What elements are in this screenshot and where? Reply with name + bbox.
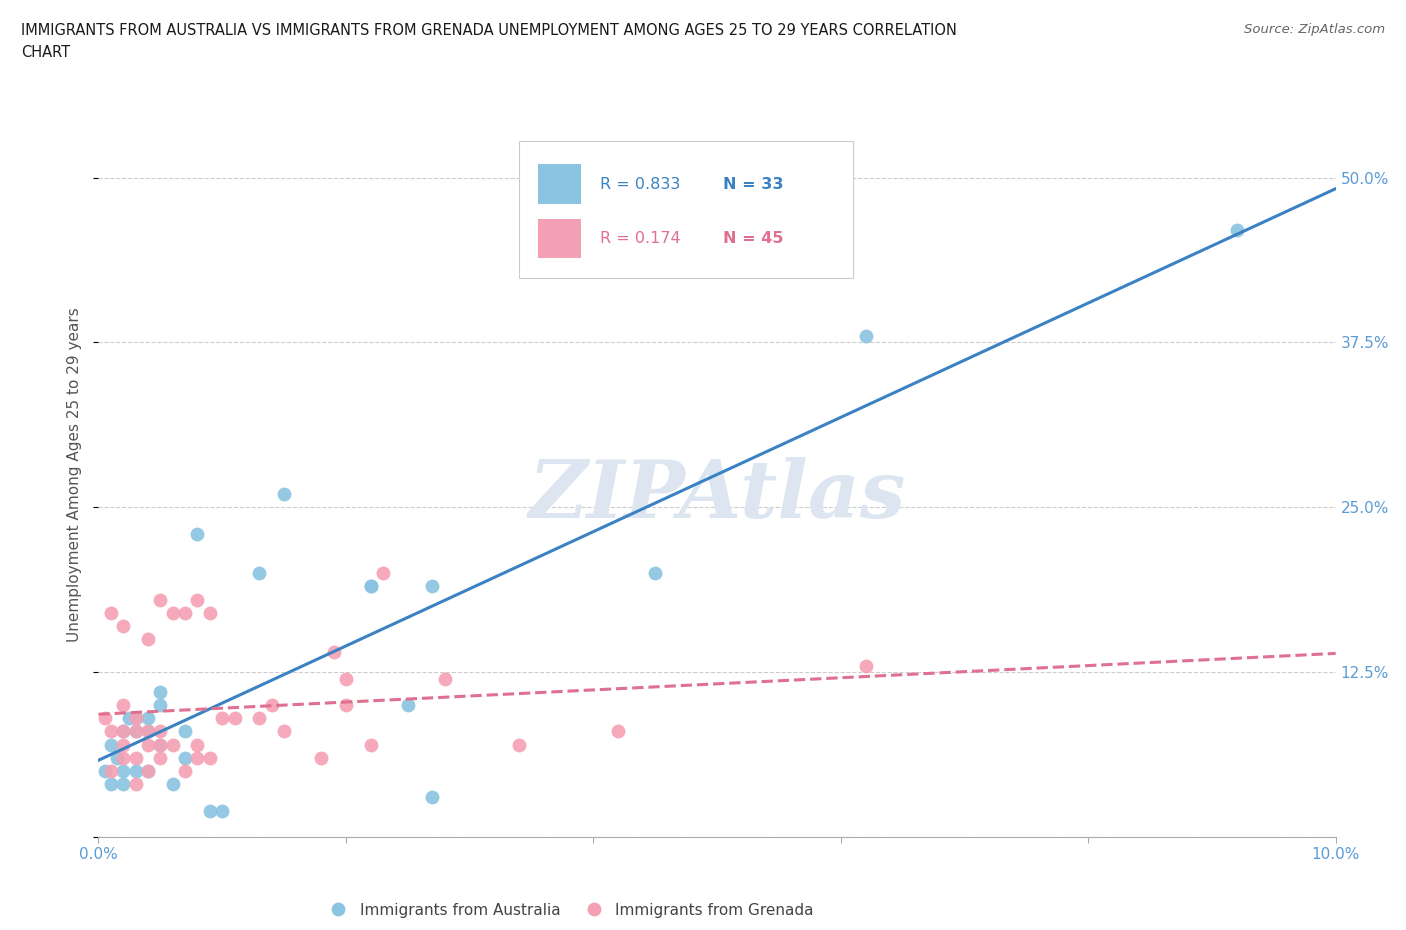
Point — [273, 486, 295, 501]
Point — [371, 565, 394, 580]
Point — [124, 724, 146, 739]
Point — [124, 711, 146, 725]
Point — [855, 658, 877, 673]
Point — [112, 724, 135, 739]
Text: N = 33: N = 33 — [723, 177, 783, 192]
Point — [136, 764, 159, 778]
Point — [247, 565, 270, 580]
Point — [247, 711, 270, 725]
Point — [644, 565, 666, 580]
Point — [93, 711, 115, 725]
Point — [136, 631, 159, 646]
Bar — [537, 219, 581, 259]
Point — [1226, 223, 1249, 238]
Point — [607, 724, 630, 739]
Point — [149, 751, 172, 765]
Point — [136, 724, 159, 739]
Point — [149, 737, 172, 752]
Point — [124, 764, 146, 778]
Point — [198, 804, 221, 818]
Point — [112, 764, 135, 778]
Point — [100, 605, 122, 620]
Point — [149, 724, 172, 739]
Point — [508, 737, 530, 752]
Point — [186, 737, 208, 752]
Point — [93, 764, 115, 778]
Point — [211, 804, 233, 818]
Point — [112, 724, 135, 739]
Text: CHART: CHART — [21, 45, 70, 60]
Point — [360, 579, 382, 594]
Point — [309, 751, 332, 765]
Point — [112, 618, 135, 633]
Text: N = 45: N = 45 — [723, 231, 783, 246]
Point — [335, 671, 357, 686]
Point — [422, 790, 444, 804]
Point — [211, 711, 233, 725]
Point — [335, 698, 357, 712]
Point — [260, 698, 283, 712]
Point — [100, 737, 122, 752]
Point — [105, 751, 128, 765]
Point — [174, 724, 197, 739]
Point — [124, 711, 146, 725]
Text: ZIPAtlas: ZIPAtlas — [529, 458, 905, 535]
Point — [112, 737, 135, 752]
Point — [224, 711, 246, 725]
Y-axis label: Unemployment Among Ages 25 to 29 years: Unemployment Among Ages 25 to 29 years — [67, 307, 83, 642]
Point — [198, 605, 221, 620]
Point — [149, 592, 172, 607]
Point — [360, 579, 382, 594]
Point — [174, 605, 197, 620]
Point — [112, 751, 135, 765]
Point — [149, 698, 172, 712]
Point — [149, 737, 172, 752]
Point — [198, 751, 221, 765]
Point — [360, 737, 382, 752]
Point — [100, 764, 122, 778]
Point — [100, 777, 122, 791]
Point — [322, 644, 344, 659]
Point — [186, 592, 208, 607]
Text: R = 0.833: R = 0.833 — [599, 177, 681, 192]
Point — [422, 579, 444, 594]
Point — [273, 724, 295, 739]
Text: R = 0.174: R = 0.174 — [599, 231, 681, 246]
Point — [136, 764, 159, 778]
Text: IMMIGRANTS FROM AUSTRALIA VS IMMIGRANTS FROM GRENADA UNEMPLOYMENT AMONG AGES 25 : IMMIGRANTS FROM AUSTRALIA VS IMMIGRANTS … — [21, 23, 957, 38]
Point — [186, 526, 208, 541]
Point — [433, 671, 456, 686]
Point — [855, 328, 877, 343]
Point — [162, 737, 184, 752]
Point — [136, 724, 159, 739]
Point — [118, 711, 141, 725]
Point — [100, 724, 122, 739]
Point — [136, 711, 159, 725]
Point — [136, 737, 159, 752]
Point — [124, 777, 146, 791]
Point — [186, 751, 208, 765]
Bar — [537, 165, 581, 204]
Point — [149, 684, 172, 699]
Legend: Immigrants from Australia, Immigrants from Grenada: Immigrants from Australia, Immigrants fr… — [318, 897, 820, 923]
Point — [162, 777, 184, 791]
Point — [162, 605, 184, 620]
Point — [396, 698, 419, 712]
FancyBboxPatch shape — [519, 140, 853, 278]
Point — [124, 724, 146, 739]
Point — [174, 764, 197, 778]
Text: Source: ZipAtlas.com: Source: ZipAtlas.com — [1244, 23, 1385, 36]
Point — [112, 777, 135, 791]
Point — [112, 698, 135, 712]
Point — [124, 751, 146, 765]
Point — [174, 751, 197, 765]
